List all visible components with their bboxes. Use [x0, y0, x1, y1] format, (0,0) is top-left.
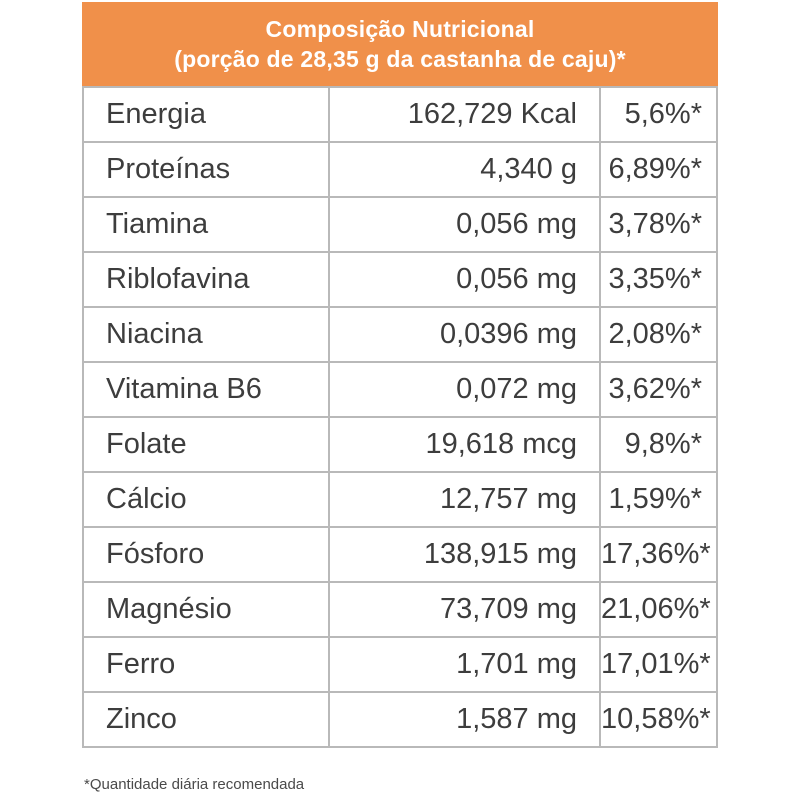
nutrient-name: Magnésio — [82, 581, 330, 638]
daily-value-percent: 6,89%* — [599, 141, 718, 198]
daily-value-percent: 9,8%* — [599, 416, 718, 473]
nutrient-amount: 0,0396 mg — [328, 306, 601, 363]
daily-value-percent: 21,06%* — [599, 581, 718, 638]
nutrient-amount: 19,618 mcg — [328, 416, 601, 473]
table-row: Niacina 0,0396 mg 2,08%* — [82, 306, 718, 363]
nutrient-name: Proteínas — [82, 141, 330, 198]
table-row: Riblofavina 0,056 mg 3,35%* — [82, 251, 718, 308]
daily-value-percent: 3,35%* — [599, 251, 718, 308]
nutrition-panel: Composição Nutricional (porção de 28,35 … — [82, 2, 718, 748]
nutrient-amount: 1,587 mg — [328, 691, 601, 748]
nutrient-name: Cálcio — [82, 471, 330, 528]
footnote: *Quantidade diária recomendada — [84, 776, 305, 793]
table-row: Cálcio 12,757 mg 1,59%* — [82, 471, 718, 528]
table-row: Ferro 1,701 mg 17,01%* — [82, 636, 718, 693]
table-row: Energia 162,729 Kcal 5,6%* — [82, 86, 718, 143]
nutrient-amount: 162,729 Kcal — [328, 86, 601, 143]
daily-value-percent: 10,58%* — [599, 691, 718, 748]
table-row: Folate 19,618 mcg 9,8%* — [82, 416, 718, 473]
nutrient-amount: 138,915 mg — [328, 526, 601, 583]
daily-value-percent: 3,78%* — [599, 196, 718, 253]
table-header: Composição Nutricional (porção de 28,35 … — [82, 2, 718, 86]
nutrition-table: Energia 162,729 Kcal 5,6%* Proteínas 4,340 g… — [82, 86, 718, 748]
table-title: Composição Nutricional — [265, 16, 535, 42]
daily-value-percent: 17,01%* — [599, 636, 718, 693]
table-row: Fósforo 138,915 mg 17,36%* — [82, 526, 718, 583]
daily-value-percent: 5,6%* — [599, 86, 718, 143]
nutrient-amount: 73,709 mg — [328, 581, 601, 638]
table-row: Vitamina B6 0,072 mg 3,62%* — [82, 361, 718, 418]
nutrient-name: Vitamina B6 — [82, 361, 330, 418]
nutrient-amount: 0,056 mg — [328, 251, 601, 308]
nutrient-amount: 0,056 mg — [328, 196, 601, 253]
nutrient-amount: 0,072 mg — [328, 361, 601, 418]
nutrient-name: Zinco — [82, 691, 330, 748]
daily-value-percent: 17,36%* — [599, 526, 718, 583]
nutrient-name: Niacina — [82, 306, 330, 363]
table-row: Zinco 1,587 mg 10,58%* — [82, 691, 718, 748]
table-row: Magnésio 73,709 mg 21,06%* — [82, 581, 718, 638]
nutrient-amount: 1,701 mg — [328, 636, 601, 693]
daily-value-percent: 3,62%* — [599, 361, 718, 418]
nutrient-name: Tiamina — [82, 196, 330, 253]
daily-value-percent: 1,59%* — [599, 471, 718, 528]
daily-value-percent: 2,08%* — [599, 306, 718, 363]
nutrient-name: Riblofavina — [82, 251, 330, 308]
nutrient-name: Energia — [82, 86, 330, 143]
nutrient-name: Fósforo — [82, 526, 330, 583]
nutrient-amount: 4,340 g — [328, 141, 601, 198]
table-subtitle: (porção de 28,35 g da castanha de caju)* — [174, 46, 626, 72]
table-row: Proteínas 4,340 g 6,89%* — [82, 141, 718, 198]
nutrient-name: Ferro — [82, 636, 330, 693]
table-row: Tiamina 0,056 mg 3,78%* — [82, 196, 718, 253]
nutrient-name: Folate — [82, 416, 330, 473]
nutrition-table-body: Energia 162,729 Kcal 5,6%* Proteínas 4,340 g… — [82, 86, 718, 748]
nutrient-amount: 12,757 mg — [328, 471, 601, 528]
